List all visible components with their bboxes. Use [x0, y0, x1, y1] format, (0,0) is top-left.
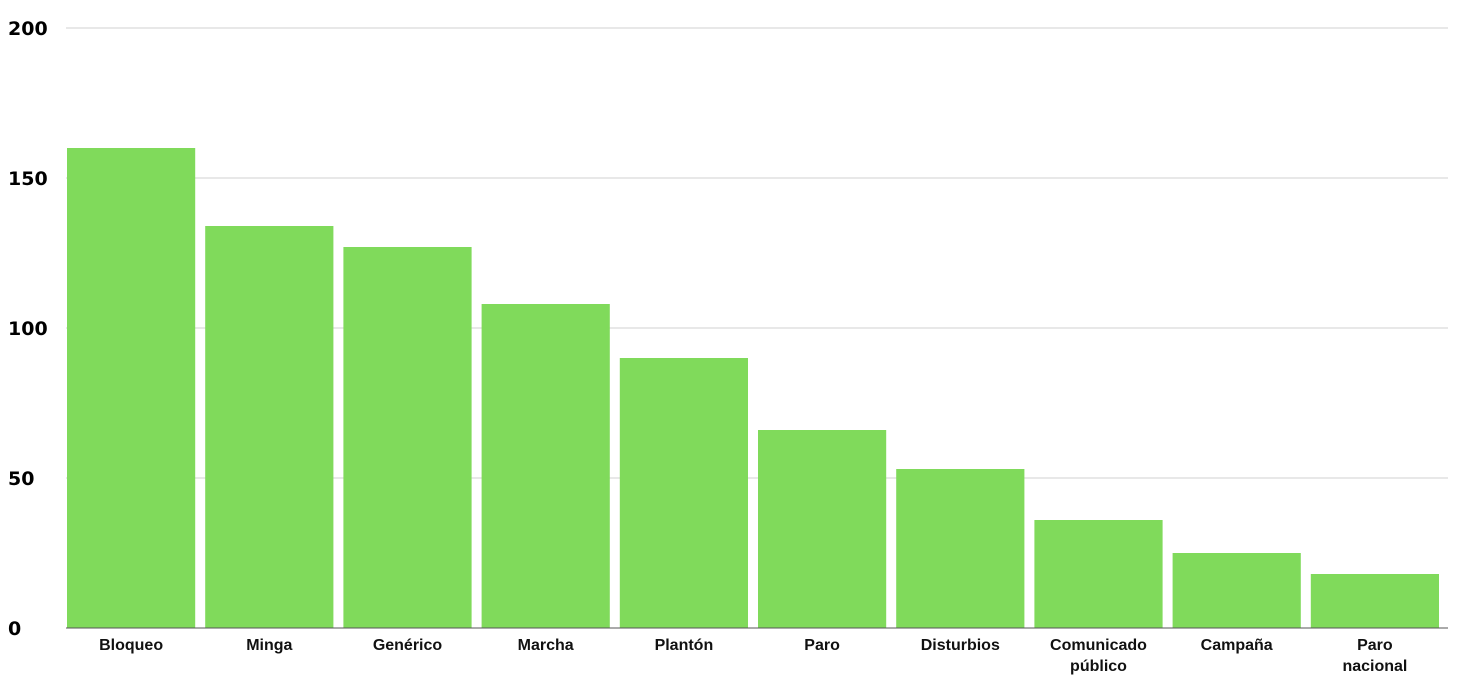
x-tick-label: Minga — [246, 637, 292, 654]
y-tick-label: 50 — [8, 468, 34, 490]
x-tick-label: Plantón — [655, 637, 714, 654]
y-tick-label: 100 — [8, 318, 48, 340]
y-axis-tick-labels: 0 50 100 150 200 — [8, 18, 48, 640]
x-tick-label: Disturbios — [921, 637, 1000, 654]
bars — [67, 148, 1439, 628]
bar — [619, 358, 748, 628]
x-tick-label: Paro nacional — [1342, 637, 1407, 675]
bar — [343, 247, 472, 628]
bar — [205, 226, 334, 628]
x-tick-label: Marcha — [518, 637, 574, 654]
bar — [1310, 574, 1439, 628]
x-tick-label: Campaña — [1201, 637, 1273, 654]
bar — [1172, 553, 1301, 628]
x-axis-tick-labels: Bloqueo Minga Genérico Marcha Plantón Paro Dis… — [99, 637, 1407, 675]
bar — [481, 304, 610, 628]
x-tick-label: Paro — [804, 637, 840, 654]
x-tick-label: Genérico — [373, 637, 443, 654]
y-tick-label: 150 — [8, 168, 48, 190]
x-tick-label: Bloqueo — [99, 637, 163, 654]
bar — [1034, 520, 1163, 628]
bar — [896, 469, 1025, 628]
bar — [67, 148, 196, 628]
x-tick-label: Comunicado público — [1050, 637, 1147, 675]
y-tick-label: 0 — [8, 618, 21, 640]
y-tick-label: 200 — [8, 18, 48, 40]
bar — [758, 430, 887, 628]
